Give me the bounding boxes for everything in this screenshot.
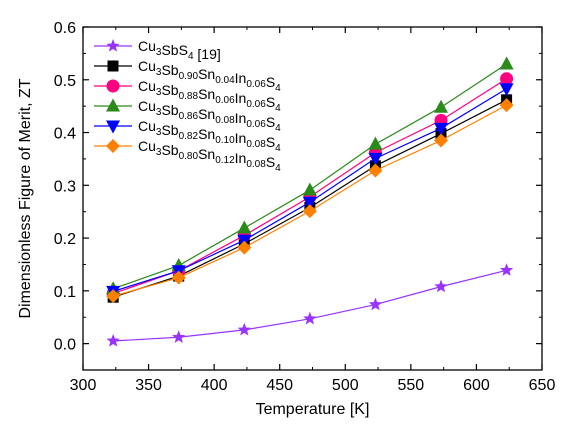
legend: Cu3SbS4 [19]Cu3Sb0.90Sn0.04In0.06S4Cu3Sb… — [94, 38, 281, 174]
data-point — [368, 152, 383, 166]
legend-marker — [106, 98, 120, 112]
data-point — [237, 240, 252, 255]
data-point — [499, 263, 514, 276]
legend-entry: Cu3Sb0.82Sn0.10In0.08S4 — [94, 118, 281, 154]
x-tick-label: 400 — [201, 377, 228, 394]
y-tick-label: 0.5 — [54, 73, 76, 90]
series-layer — [106, 56, 514, 347]
legend-entry: Cu3Sb0.88Sn0.06In0.06S4 — [94, 78, 281, 114]
y-tick-label: 0.6 — [54, 20, 76, 37]
y-tick-label: 0.1 — [54, 284, 76, 301]
legend-marker — [106, 139, 120, 153]
legend-label: Cu3Sb0.90Sn0.04In0.06S4 — [138, 58, 281, 94]
legend-marker — [106, 79, 120, 93]
y-axis: 0.0 0.1 0.2 0.3 0.4 0.5 0.6 — [54, 20, 542, 354]
series-0 — [106, 263, 514, 347]
x-tick-label: 350 — [135, 377, 162, 394]
x-tick-label: 500 — [332, 377, 359, 394]
legend-entry: Cu3Sb0.80Sn0.12In0.08S4 — [94, 138, 281, 174]
x-tick-label: 600 — [463, 377, 490, 394]
legend-label: Cu3Sb0.82Sn0.10In0.08S4 — [138, 118, 281, 154]
data-point — [434, 122, 449, 136]
data-point — [368, 297, 383, 311]
data-point — [434, 279, 448, 293]
y-axis-title: Dimensionless Figure of Merit, ZT — [17, 78, 34, 318]
series-5 — [106, 98, 514, 304]
data-point — [302, 204, 317, 219]
legend-label: Cu3Sb0.86Sn0.08In0.06S4 — [138, 98, 281, 134]
y-tick-label: 0.2 — [54, 231, 76, 248]
x-tick-label: 300 — [70, 377, 97, 394]
data-point — [106, 333, 120, 347]
data-point — [434, 133, 449, 148]
data-point — [434, 99, 449, 113]
data-point — [499, 56, 514, 70]
data-point — [302, 196, 317, 210]
legend-entry: Cu3Sb0.86Sn0.08In0.06S4 — [94, 98, 281, 134]
x-tick-label: 650 — [529, 377, 556, 394]
data-point — [171, 270, 186, 285]
x-axis-title: Temperature [K] — [256, 401, 370, 418]
x-tick-label: 450 — [266, 377, 293, 394]
data-point — [303, 311, 317, 325]
data-point — [368, 163, 383, 178]
data-point — [368, 136, 383, 150]
legend-entry: Cu3SbS4 [19] — [94, 38, 221, 62]
data-point — [499, 98, 514, 113]
data-point — [237, 322, 251, 336]
data-point — [106, 289, 121, 304]
legend-label: Cu3SbS4 [19] — [138, 38, 221, 62]
legend-marker — [106, 39, 120, 52]
legend-label: Cu3Sb0.88Sn0.06In0.06S4 — [138, 78, 281, 114]
y-tick-label: 0.3 — [54, 178, 76, 195]
x-tick-label: 550 — [398, 377, 425, 394]
data-point — [500, 72, 514, 86]
data-point — [172, 330, 186, 343]
data-point — [302, 182, 317, 196]
y-tick-label: 0.0 — [54, 337, 76, 354]
legend-marker — [106, 120, 120, 134]
y-tick-label: 0.4 — [54, 126, 76, 143]
legend-marker — [107, 60, 119, 72]
legend-entry: Cu3Sb0.90Sn0.04In0.06S4 — [94, 58, 281, 94]
legend-label: Cu3Sb0.80Sn0.12In0.08S4 — [138, 138, 281, 174]
series-line — [113, 269, 507, 342]
data-point — [237, 220, 252, 234]
x-axis: 300 350 400 450 500 550 600 650 — [70, 27, 556, 394]
data-point — [499, 83, 514, 97]
